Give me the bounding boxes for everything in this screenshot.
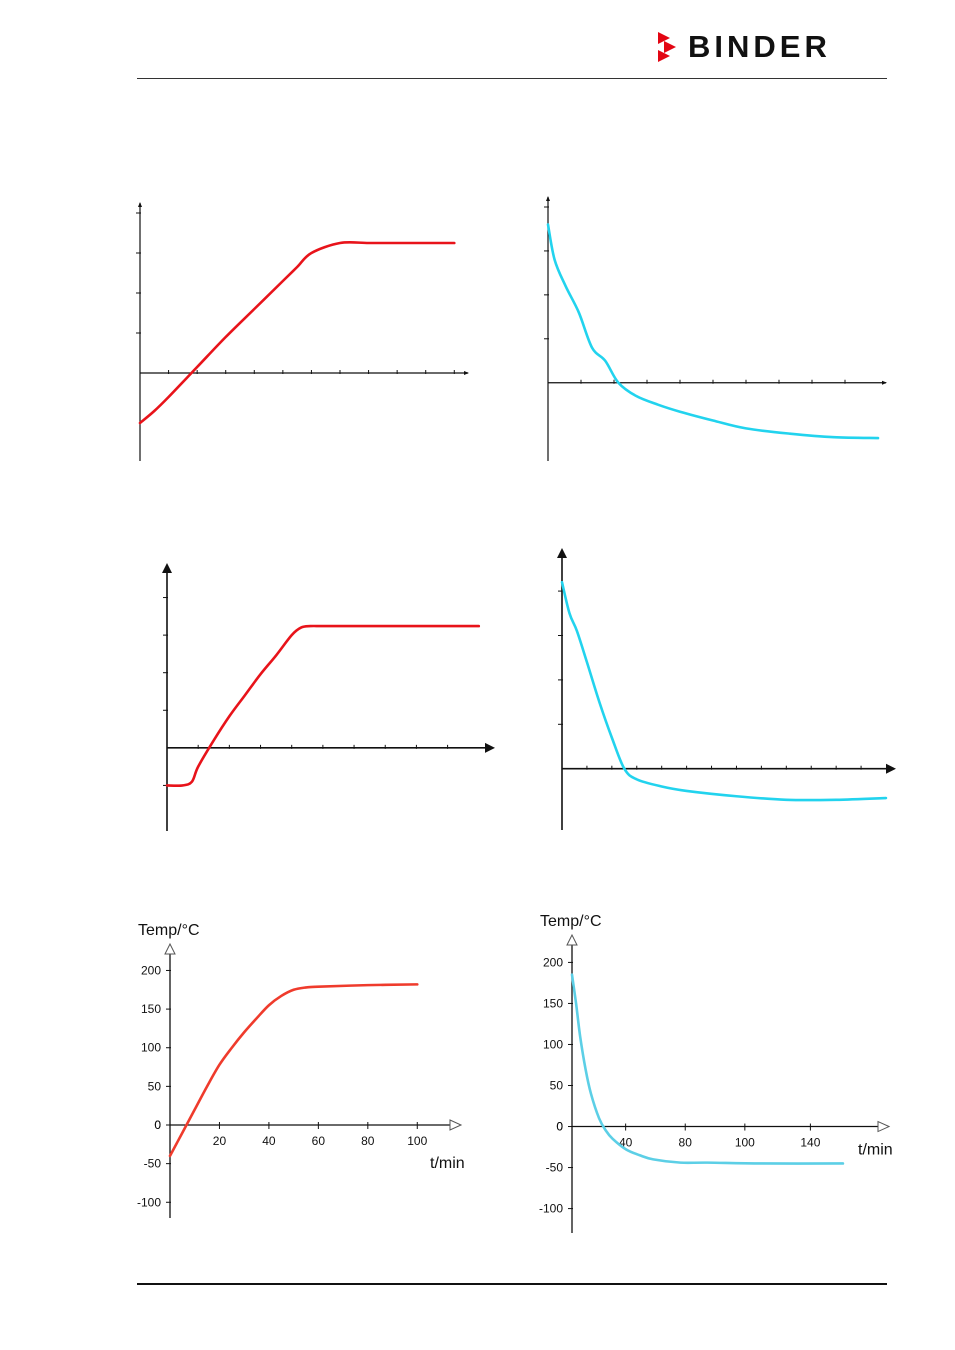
y-tick-label: 200 xyxy=(543,955,563,969)
y-tick-label: 0 xyxy=(556,1120,563,1134)
y-tick-label: 150 xyxy=(543,996,563,1010)
cooling-temperature-chart: 40 80 100 140-100-500501001502000Temp/°Ct/m… xyxy=(539,913,893,1233)
brand-name: BINDER xyxy=(688,29,831,64)
x-axis-arrow-icon xyxy=(485,742,495,753)
x-tick-label: 60 xyxy=(312,1134,326,1148)
x-tick-label: 20 xyxy=(213,1134,227,1148)
x-tick-label: 100 xyxy=(407,1134,427,1148)
x-axis-label: t/min xyxy=(858,1142,893,1159)
series-line xyxy=(560,580,888,802)
x-axis-arrow-icon xyxy=(464,371,469,375)
y-tick-label: 0 xyxy=(556,1120,563,1134)
y-tick-label: 100 xyxy=(141,1041,161,1055)
x-tick-label: 40 xyxy=(262,1134,276,1148)
y-axis-arrow-icon xyxy=(138,202,142,207)
x-tick-label: 80 xyxy=(361,1134,375,1148)
x-axis-arrow-icon xyxy=(882,380,887,385)
footer-divider xyxy=(137,1283,887,1285)
y-tick-label: 200 xyxy=(141,963,161,977)
y-tick-label: 0 xyxy=(154,1118,161,1132)
x-tick-label: 100 xyxy=(735,1136,755,1150)
x-tick-label: 80 xyxy=(679,1136,693,1150)
cooling-sketch-chart-1 xyxy=(544,196,887,461)
y-tick-label: 50 xyxy=(148,1079,162,1093)
binder-logo-icon xyxy=(658,32,676,62)
series-line xyxy=(546,223,880,440)
y-tick-label: 50 xyxy=(550,1079,564,1093)
series-line xyxy=(168,983,419,1158)
heating-sketch-chart-2 xyxy=(162,563,495,831)
cooling-sketch-chart-2 xyxy=(557,548,896,830)
y-axis-arrow-icon xyxy=(546,196,550,201)
y-axis-arrow-icon xyxy=(164,942,176,955)
x-axis-arrow-icon xyxy=(886,763,896,774)
y-tick-label: -100 xyxy=(539,1202,563,1216)
binder-logo: BINDER xyxy=(656,29,831,64)
y-tick-label: -50 xyxy=(144,1157,162,1171)
y-tick-label: -50 xyxy=(546,1161,564,1175)
series-line xyxy=(138,240,456,425)
heating-temperature-chart: 20 40 60 80 100-100-500501001502000Temp/°Ct/… xyxy=(137,922,465,1218)
x-axis-arrow-icon xyxy=(877,1120,891,1133)
x-axis-label: t/min xyxy=(430,1155,465,1172)
heating-sketch-chart-1 xyxy=(136,202,469,461)
y-tick-label: -100 xyxy=(137,1195,161,1209)
y-axis-arrow-icon xyxy=(162,563,172,573)
series-line xyxy=(165,624,481,787)
y-tick-label: 0 xyxy=(154,1118,161,1132)
y-tick-label: 100 xyxy=(543,1037,563,1051)
x-tick-label: 140 xyxy=(800,1136,820,1150)
y-axis-label: Temp/°C xyxy=(540,913,602,930)
y-axis-arrow-icon xyxy=(566,933,578,946)
y-axis-arrow-icon xyxy=(557,548,567,558)
header-divider xyxy=(137,78,887,79)
x-axis-arrow-icon xyxy=(449,1119,463,1131)
y-tick-label: 150 xyxy=(141,1002,161,1016)
y-axis-label: Temp/°C xyxy=(138,922,200,939)
series-line xyxy=(570,973,845,1165)
